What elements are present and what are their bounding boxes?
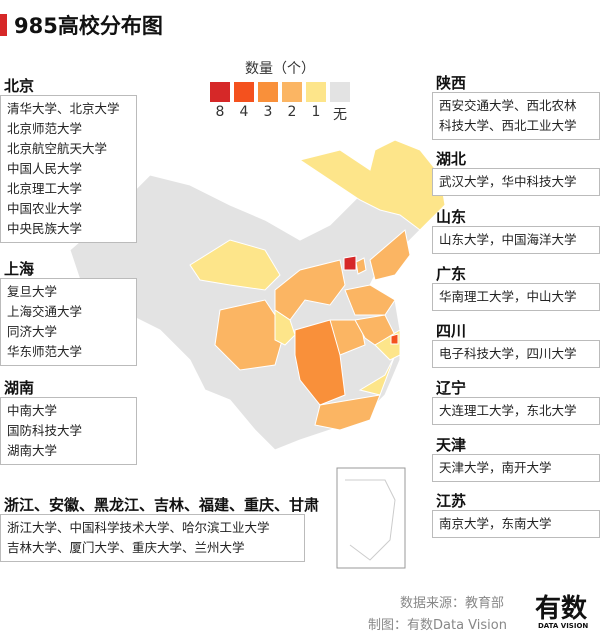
university-box: 西安交通大学、西北农林 科技大学、西北工业大学 (432, 92, 600, 140)
region-heading: 广东 (436, 265, 467, 283)
university-line: 西安交通大学、西北农林 (439, 98, 577, 113)
university-box: 山东大学，中国海洋大学 (432, 226, 600, 254)
university-line: 浙江大学、中国科学技术大学、哈尔滨工业大学 (7, 520, 270, 535)
region-heading: 陕西 (436, 74, 467, 92)
region-heading: 上海 (4, 260, 35, 278)
province (355, 257, 367, 275)
province (274, 309, 296, 346)
legend-item: 3 (258, 82, 278, 124)
province (344, 284, 396, 316)
logo: 有数 (535, 594, 588, 624)
legend-item: 4 (234, 82, 254, 124)
region-heading: 江苏 (436, 492, 467, 510)
university-line: 中国人民大学 (7, 161, 83, 176)
legend-label: 8 (215, 104, 225, 120)
region-heading: 北京 (4, 77, 35, 95)
legend-swatch (234, 82, 254, 102)
page-title: 985高校分布图 (14, 14, 163, 38)
legend-swatch (282, 82, 302, 102)
region-heading: 四川 (436, 322, 467, 340)
province (369, 229, 411, 281)
legend-label: 1 (311, 104, 321, 120)
university-line: 山东大学，中国海洋大学 (439, 232, 577, 247)
university-line: 天津大学，南开大学 (439, 460, 552, 475)
legend-label: 3 (263, 104, 273, 120)
legend-swatch (258, 82, 278, 102)
university-box: 武汉大学，华中科技大学 (432, 168, 600, 196)
region-heading: 天津 (436, 436, 467, 454)
university-box: 南京大学，东南大学 (432, 510, 600, 538)
university-line: 上海交通大学 (7, 304, 83, 319)
province (343, 255, 357, 271)
university-box: 电子科技大学，四川大学 (432, 340, 600, 368)
region-heading: 山东 (436, 208, 467, 226)
university-line: 北京理工大学 (7, 181, 83, 196)
university-line: 国防科技大学 (7, 423, 83, 438)
university-line: 南京大学，东南大学 (439, 516, 552, 531)
legend-swatch (210, 82, 230, 102)
university-line: 北京师范大学 (7, 121, 83, 136)
university-line: 华东师范大学 (7, 344, 83, 359)
university-line: 湖南大学 (7, 443, 58, 458)
university-box: 天津大学，南开大学 (432, 454, 600, 482)
province (294, 319, 346, 406)
legend-item: 8 (210, 82, 230, 124)
university-line: 大连理工大学，东北大学 (439, 403, 577, 418)
legend-swatch (330, 82, 350, 102)
credit: 制图：有数Data Vision (368, 618, 507, 633)
university-line: 同济大学 (7, 324, 58, 339)
title-marker (0, 14, 7, 36)
university-line: 清华大学、北京大学 (7, 101, 120, 116)
university-line: 北京航空航天大学 (7, 141, 108, 156)
province (189, 239, 281, 291)
university-line: 中南大学 (7, 403, 58, 418)
university-line: 吉林大学、厦门大学、重庆大学、兰州大学 (7, 540, 245, 555)
university-line: 武汉大学，华中科技大学 (439, 174, 577, 189)
university-line: 中央民族大学 (7, 221, 83, 236)
university-line: 中国农业大学 (7, 201, 83, 216)
university-box: 华南理工大学，中山大学 (432, 283, 600, 311)
south-sea-inset (336, 467, 406, 569)
university-line: 电子科技大学，四川大学 (439, 346, 577, 361)
legend-label: 无 (333, 107, 347, 123)
region-heading: 湖北 (436, 150, 467, 168)
legend-title: 数量（个） (245, 61, 315, 77)
legend-label: 2 (287, 104, 297, 120)
province (314, 394, 381, 431)
source: 数据来源：教育部 (400, 596, 505, 611)
logo-sub: DATA VISION (538, 622, 589, 630)
province (390, 333, 399, 345)
province (214, 299, 286, 371)
university-box: 浙江大学、中国科学技术大学、哈尔滨工业大学 吉林大学、厦门大学、重庆大学、兰州大学 (0, 514, 305, 562)
region-heading: 湖南 (4, 379, 35, 397)
university-box: 清华大学、北京大学 北京师范大学北京航空航天大学 中国人民大学 北京理工大学 中国农业大… (0, 95, 137, 243)
legend-swatch (306, 82, 326, 102)
university-line: 华南理工大学，中山大学 (439, 289, 577, 304)
legend-item: 无 (330, 82, 350, 124)
university-box: 大连理工大学，东北大学 (432, 397, 600, 425)
university-box: 中南大学国防科技大学 湖南大学 (0, 397, 137, 465)
region-heading: 浙江、安徽、黑龙江、吉林、福建、重庆、甘肃 (4, 496, 320, 514)
university-box: 复旦大学上海交通大学 同济大学华东师范大学 (0, 278, 137, 366)
inset-outline (345, 479, 396, 561)
university-line: 科技大学、西北工业大学 (439, 118, 577, 133)
legend-item: 1 (306, 82, 326, 124)
university-line: 复旦大学 (7, 284, 58, 299)
legend-item: 2 (282, 82, 302, 124)
region-heading: 辽宁 (436, 379, 467, 397)
legend-label: 4 (239, 104, 249, 120)
